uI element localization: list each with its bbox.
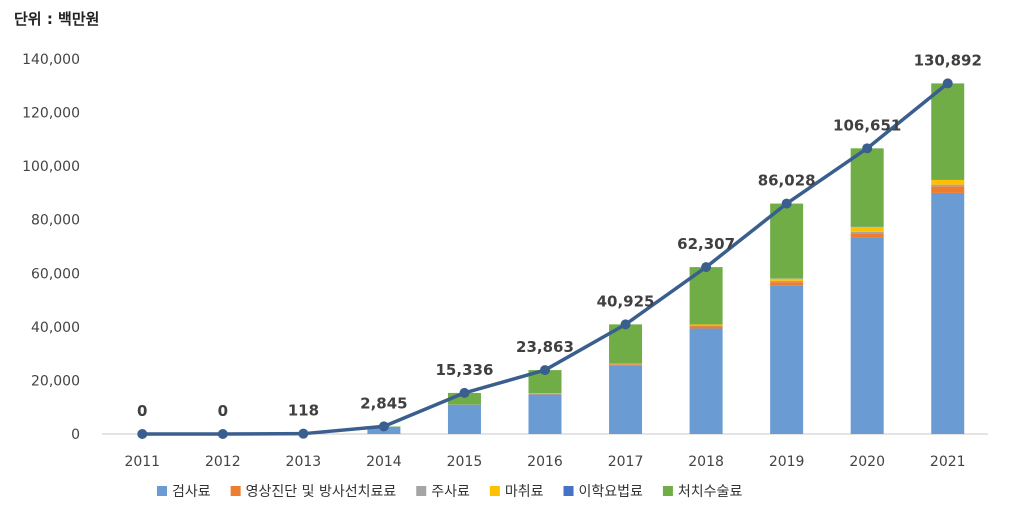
bar-segment <box>850 226 884 232</box>
x-tick-label: 2016 <box>527 454 563 470</box>
line-point <box>701 262 712 273</box>
legend-swatch <box>157 486 167 496</box>
x-tick-label: 2014 <box>366 454 402 470</box>
bar-segment <box>609 364 643 366</box>
bar-segment <box>770 280 804 283</box>
line-point <box>781 198 792 209</box>
bar-segment <box>770 282 804 286</box>
y-tick-label: 140,000 <box>22 52 80 68</box>
line-point <box>620 319 631 330</box>
data-label: 86,028 <box>758 172 816 190</box>
line-point <box>862 143 873 154</box>
bar-segment <box>931 179 965 185</box>
bars-group <box>286 83 965 434</box>
bar-segment <box>850 237 884 434</box>
data-label: 118 <box>288 402 319 420</box>
bar-segment <box>770 203 804 279</box>
line-point <box>942 78 953 89</box>
bar-segment <box>447 392 481 405</box>
y-axis-ticks: 0 20,000 40,000 60,000 80,000 100,000 120,000 1… <box>22 52 80 443</box>
bar-segment <box>850 148 884 227</box>
y-tick-label: 60,000 <box>31 266 80 282</box>
data-label: 0 <box>218 402 228 420</box>
y-tick-label: 0 <box>71 427 80 443</box>
legend-swatch <box>416 486 427 496</box>
y-tick-label: 40,000 <box>31 320 80 336</box>
line-point <box>298 428 309 439</box>
bar-segment <box>931 184 965 187</box>
legend: 검사료 영상진단 및 방사선치료료 주사료 마취료 이학요법료 처치수술료 <box>157 484 742 500</box>
bar-segment <box>931 179 965 180</box>
legend-swatch <box>230 486 241 496</box>
data-label: 15,336 <box>436 361 494 379</box>
bar-segment <box>850 231 884 234</box>
data-label: 40,925 <box>597 292 655 310</box>
x-tick-label: 2018 <box>688 454 724 470</box>
line-series-group: 0 0 118 2,845 15,336 23,863 40,925 62,307 86,028… <box>137 51 982 439</box>
x-tick-label: 2011 <box>124 454 160 470</box>
x-tick-label: 2021 <box>930 454 966 470</box>
legend-swatch <box>489 486 500 496</box>
bar-segment <box>689 324 723 326</box>
bar-segment <box>850 233 884 238</box>
y-tick-label: 80,000 <box>31 213 80 229</box>
y-tick-label: 100,000 <box>22 159 80 175</box>
bar-segment <box>528 393 562 395</box>
data-label: 23,863 <box>516 338 574 356</box>
x-tick-label: 2015 <box>447 454 483 470</box>
x-tick-label: 2012 <box>205 454 241 470</box>
bar-segment <box>689 328 723 434</box>
legend-label: 영상진단 및 방사선치료료 <box>246 484 397 500</box>
bar-segment <box>931 192 965 434</box>
legend-swatch <box>662 486 673 496</box>
bar-segment <box>931 186 965 193</box>
y-tick-label: 20,000 <box>31 373 80 389</box>
data-label: 62,307 <box>677 235 735 253</box>
data-label: 130,892 <box>914 51 982 69</box>
bar-segment <box>689 326 723 329</box>
line-point <box>459 387 470 398</box>
bar-segment <box>770 285 804 434</box>
bar-segment <box>528 394 562 434</box>
x-axis-ticks: 2011 2012 2013 2014 2015 2016 2017 2018 2019 2020… <box>124 454 965 470</box>
legend-label: 주사료 <box>431 484 470 500</box>
x-tick-label: 2017 <box>608 454 644 470</box>
legend-label: 마취료 <box>505 484 544 500</box>
unit-label: 단위 : 백만원 <box>14 10 100 28</box>
bar-segment <box>447 404 481 434</box>
line-point <box>540 365 550 376</box>
legend-swatch <box>563 486 574 496</box>
line-point <box>137 429 148 439</box>
line-point <box>378 421 389 432</box>
legend-label: 검사료 <box>172 484 211 500</box>
data-label: 2,845 <box>360 394 407 412</box>
bar-segment <box>931 83 965 179</box>
bar-segment <box>689 325 723 327</box>
legend-label: 처치수술료 <box>678 484 743 500</box>
line-point <box>217 429 228 439</box>
y-tick-label: 120,000 <box>22 106 80 122</box>
legend-label: 이학요법료 <box>579 484 644 500</box>
x-tick-label: 2013 <box>286 454 322 470</box>
bar-segment <box>609 363 643 365</box>
data-label: 106,651 <box>833 116 901 134</box>
data-label: 0 <box>137 402 147 420</box>
x-tick-label: 2020 <box>849 454 885 470</box>
bar-segment <box>528 370 562 394</box>
x-tick-label: 2019 <box>769 454 805 470</box>
bar-segment <box>609 365 643 434</box>
bar-segment <box>770 278 804 281</box>
